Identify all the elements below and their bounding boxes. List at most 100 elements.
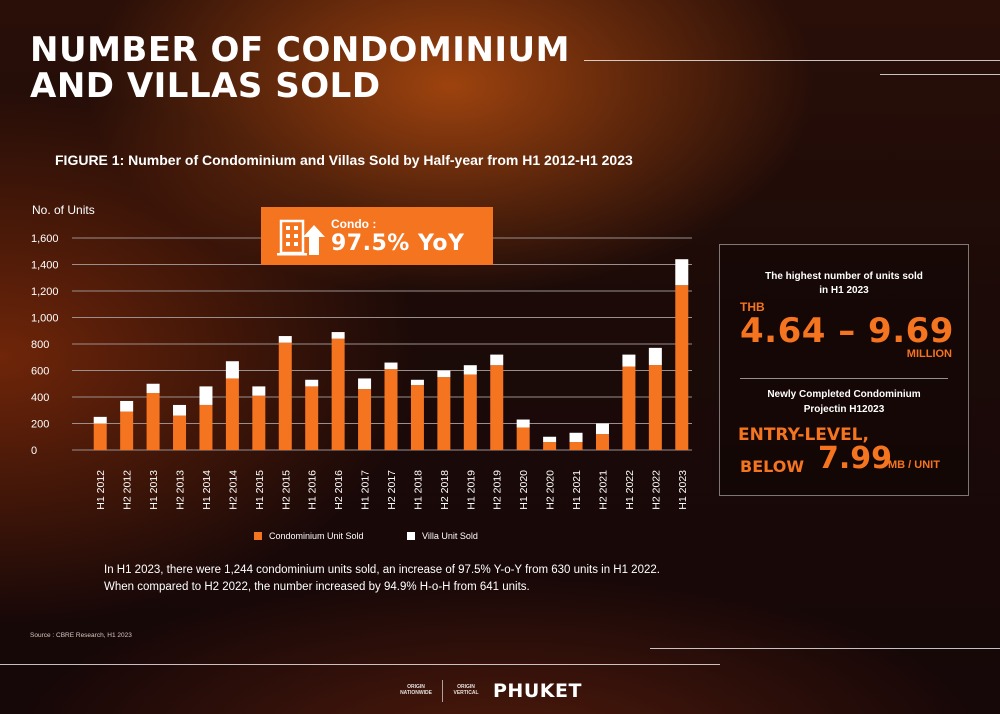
bar-villa — [146, 383, 160, 394]
brand-vertical-line2: VERTICAL — [453, 690, 479, 696]
bar-condo — [543, 442, 557, 450]
bar-villa — [463, 365, 477, 375]
bar-condo — [569, 442, 583, 450]
price-unit: MB / UNIT — [888, 459, 940, 471]
bar-villa — [199, 386, 213, 405]
bar-villa — [120, 400, 134, 412]
y-tick-label: 200 — [31, 419, 49, 431]
x-tick-label: H1 2019 — [465, 470, 477, 510]
panel-divider — [740, 378, 948, 379]
bar-condo — [93, 423, 107, 450]
bar-condo — [173, 415, 187, 450]
x-tick-label: H2 2018 — [439, 470, 451, 510]
x-tick-label: H2 2021 — [597, 470, 609, 510]
currency-label: THB — [740, 300, 765, 314]
newly-heading-line1: Newly Completed Condominium — [767, 389, 921, 400]
bar-condo — [622, 366, 636, 450]
x-tick-label: H2 2015 — [280, 470, 292, 510]
bar-villa — [278, 336, 292, 343]
bar-villa — [490, 354, 504, 366]
x-tick-label: H1 2020 — [518, 470, 530, 510]
highest-heading-line2: in H1 2023 — [819, 285, 869, 296]
bar-villa — [648, 347, 662, 366]
brand-nationwide-logo: ORIGIN NATIONWIDE — [396, 684, 436, 696]
footer: ORIGIN NATIONWIDE ORIGIN VERTICAL PHUKET — [0, 674, 1000, 708]
legend-label-villa: Villa Unit Sold — [422, 531, 478, 541]
footer-separator — [442, 680, 443, 702]
x-tick-label: H2 2017 — [386, 470, 398, 510]
x-tick-label: H1 2016 — [307, 470, 319, 510]
bar-condo — [199, 404, 213, 450]
bar-villa — [225, 361, 239, 379]
bar-condo — [490, 365, 504, 450]
bar-condo — [437, 377, 451, 450]
bar-villa — [93, 416, 107, 424]
x-tick-label: H1 2017 — [360, 470, 372, 510]
callout-value: 97.5% YoY — [331, 230, 465, 256]
y-tick-label: 600 — [31, 366, 49, 378]
x-tick-label: H1 2012 — [95, 470, 107, 510]
bar-condo — [278, 342, 292, 450]
bar-villa — [384, 362, 398, 370]
bar-condo — [146, 393, 160, 450]
x-tick-label: H2 2022 — [650, 470, 662, 510]
summary-note: In H1 2023, there were 1,244 condominium… — [104, 564, 660, 593]
legend-swatch-condo — [254, 532, 262, 540]
price-range: 4.64 – 9.69 — [740, 311, 954, 351]
below-label: BELOW — [740, 457, 804, 476]
bar-villa — [331, 332, 345, 339]
brand-nationwide-line1: ORIGIN — [407, 684, 425, 690]
bar-villa — [516, 419, 530, 428]
bar-condo — [384, 369, 398, 450]
page-title: NUMBER OF CONDOMINIUM AND VILLAS SOLD — [30, 32, 590, 104]
x-tick-label: H2 2019 — [492, 470, 504, 510]
entry-level-label: ENTRY-LEVEL, — [738, 425, 869, 445]
bar-villa — [437, 370, 451, 378]
newly-heading-line2: Projectin H12023 — [803, 404, 885, 415]
x-tick-label: H2 2012 — [122, 470, 134, 510]
x-tick-label: H1 2023 — [677, 470, 689, 510]
bar-villa — [622, 354, 636, 367]
bar-villa — [358, 378, 372, 390]
y-tick-label: 1,000 — [31, 313, 59, 325]
yoy-callout: Condo : 97.5% YoY — [261, 207, 493, 265]
figure-title: FIGURE 1: Number of Condominium and Vill… — [55, 152, 633, 168]
bar-condo — [648, 365, 662, 450]
y-tick-label: 1,600 — [31, 233, 59, 245]
x-tick-label: H2 2016 — [333, 470, 345, 510]
bar-condo — [410, 385, 424, 450]
bar-condo — [305, 386, 319, 450]
highest-heading-line1: The highest number of units sold — [765, 271, 923, 282]
x-tick-label: H2 2014 — [227, 470, 239, 510]
x-tick-label: H2 2020 — [545, 470, 557, 510]
y-tick-label: 0 — [31, 445, 37, 457]
bar-condo — [120, 411, 134, 450]
million-label: MILLION — [906, 348, 952, 360]
legend-swatch-villa — [407, 532, 415, 540]
bar-villa — [305, 379, 319, 387]
x-tick-label: H1 2013 — [148, 470, 160, 510]
bar-chart: 0 200 400 600 800 1,000 1,200 1,400 1,600 H1 2012… — [31, 233, 692, 510]
page-title-text: NUMBER OF CONDOMINIUM AND VILLAS SOLD — [30, 30, 570, 106]
bar-villa — [173, 404, 187, 416]
entry-price: 7.99 — [818, 441, 893, 476]
y-axis-label: No. of Units — [32, 203, 95, 217]
x-tick-label: H1 2018 — [412, 470, 424, 510]
legend-item-villa: Villa Unit Sold — [407, 531, 478, 541]
brand-nationwide-line2: NATIONWIDE — [400, 690, 432, 696]
building-up-arrow-icon — [277, 219, 325, 256]
y-tick-label: 800 — [31, 339, 49, 351]
bar-condo — [252, 395, 266, 450]
x-tick-label: H1 2021 — [571, 470, 583, 510]
highlight-panel: The highest number of units sold in H1 2… — [719, 244, 969, 496]
bar-condo — [225, 378, 239, 450]
bar-villa — [252, 386, 266, 396]
bar-villa — [543, 436, 557, 443]
y-tick-label: 400 — [31, 392, 49, 404]
brand-vertical-logo: ORIGIN VERTICAL — [448, 684, 484, 696]
phuket-logo: PHUKET — [493, 680, 582, 702]
y-tick-label: 1,200 — [31, 286, 59, 298]
bar-condo — [331, 338, 345, 450]
bar-condo — [358, 389, 372, 450]
bar-villa — [569, 432, 583, 443]
